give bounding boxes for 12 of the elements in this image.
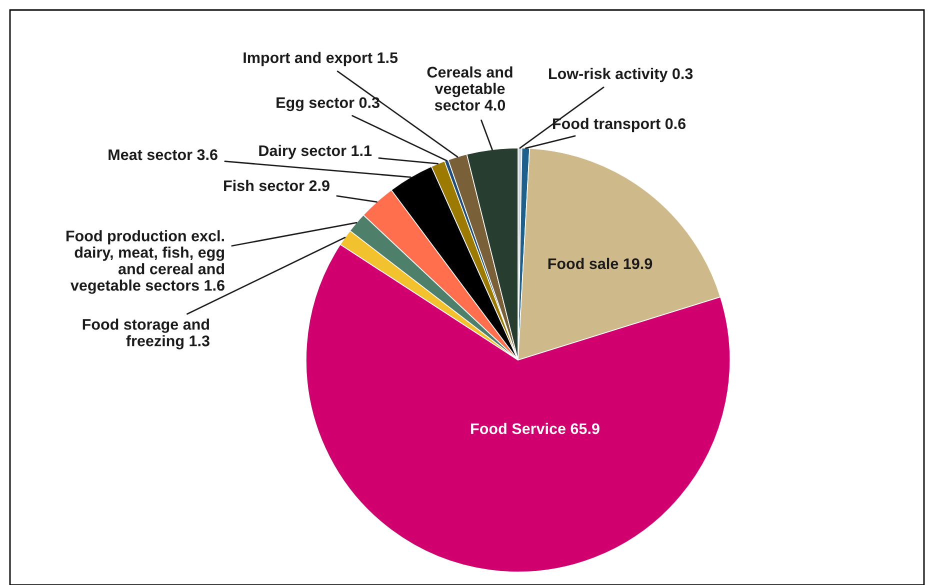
slice-label: Low-risk activity 0.3 — [549, 68, 693, 82]
slice-label: Food production excl. dairy, meat, fish, egg and cereal and vegetable sectors 1.6 — [66, 230, 224, 294]
slice-label: Food storage and freezing 1.3 — [82, 318, 210, 350]
slice-label: Food transport 0.6 — [553, 118, 686, 132]
slice-label: Food sale 19.9 — [548, 258, 652, 270]
slice-label: Dairy sector 1.1 — [259, 144, 372, 160]
slice-label: Meat sector 3.6 — [108, 149, 218, 160]
slice-label: Egg sector 0.3 — [276, 97, 380, 112]
slice-label: Fish sector 2.9 — [224, 180, 330, 192]
slice-label: Import and export 1.5 — [244, 52, 398, 66]
slice-label: Food Service 65.9 — [471, 422, 600, 434]
slice-label: Cereals and vegetable sector 4.0 — [427, 66, 512, 111]
